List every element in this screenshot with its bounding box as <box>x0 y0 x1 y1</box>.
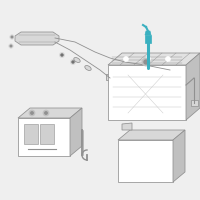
Circle shape <box>29 110 35 116</box>
Ellipse shape <box>85 66 91 70</box>
Polygon shape <box>18 108 82 118</box>
Polygon shape <box>145 31 151 35</box>
Circle shape <box>72 61 74 63</box>
Circle shape <box>166 56 170 62</box>
Polygon shape <box>108 65 186 120</box>
Circle shape <box>142 58 150 66</box>
Circle shape <box>146 56 151 62</box>
Circle shape <box>70 60 76 64</box>
Circle shape <box>9 44 13 48</box>
Polygon shape <box>24 124 38 144</box>
Circle shape <box>60 52 64 58</box>
Polygon shape <box>108 53 200 65</box>
Polygon shape <box>122 123 132 130</box>
Polygon shape <box>40 124 54 144</box>
Ellipse shape <box>74 58 80 62</box>
Circle shape <box>10 45 12 47</box>
Circle shape <box>43 110 49 116</box>
Circle shape <box>45 112 47 114</box>
Polygon shape <box>18 118 70 156</box>
Polygon shape <box>118 140 173 182</box>
Polygon shape <box>186 53 200 120</box>
Circle shape <box>124 56 128 62</box>
Circle shape <box>144 60 148 64</box>
Polygon shape <box>191 100 198 106</box>
Polygon shape <box>173 130 185 182</box>
Polygon shape <box>70 108 82 156</box>
Polygon shape <box>118 130 185 140</box>
Polygon shape <box>15 32 59 45</box>
Polygon shape <box>106 74 116 80</box>
Circle shape <box>10 35 14 39</box>
Polygon shape <box>145 35 151 43</box>
Circle shape <box>11 36 13 38</box>
Circle shape <box>61 54 63 56</box>
Circle shape <box>31 112 33 114</box>
